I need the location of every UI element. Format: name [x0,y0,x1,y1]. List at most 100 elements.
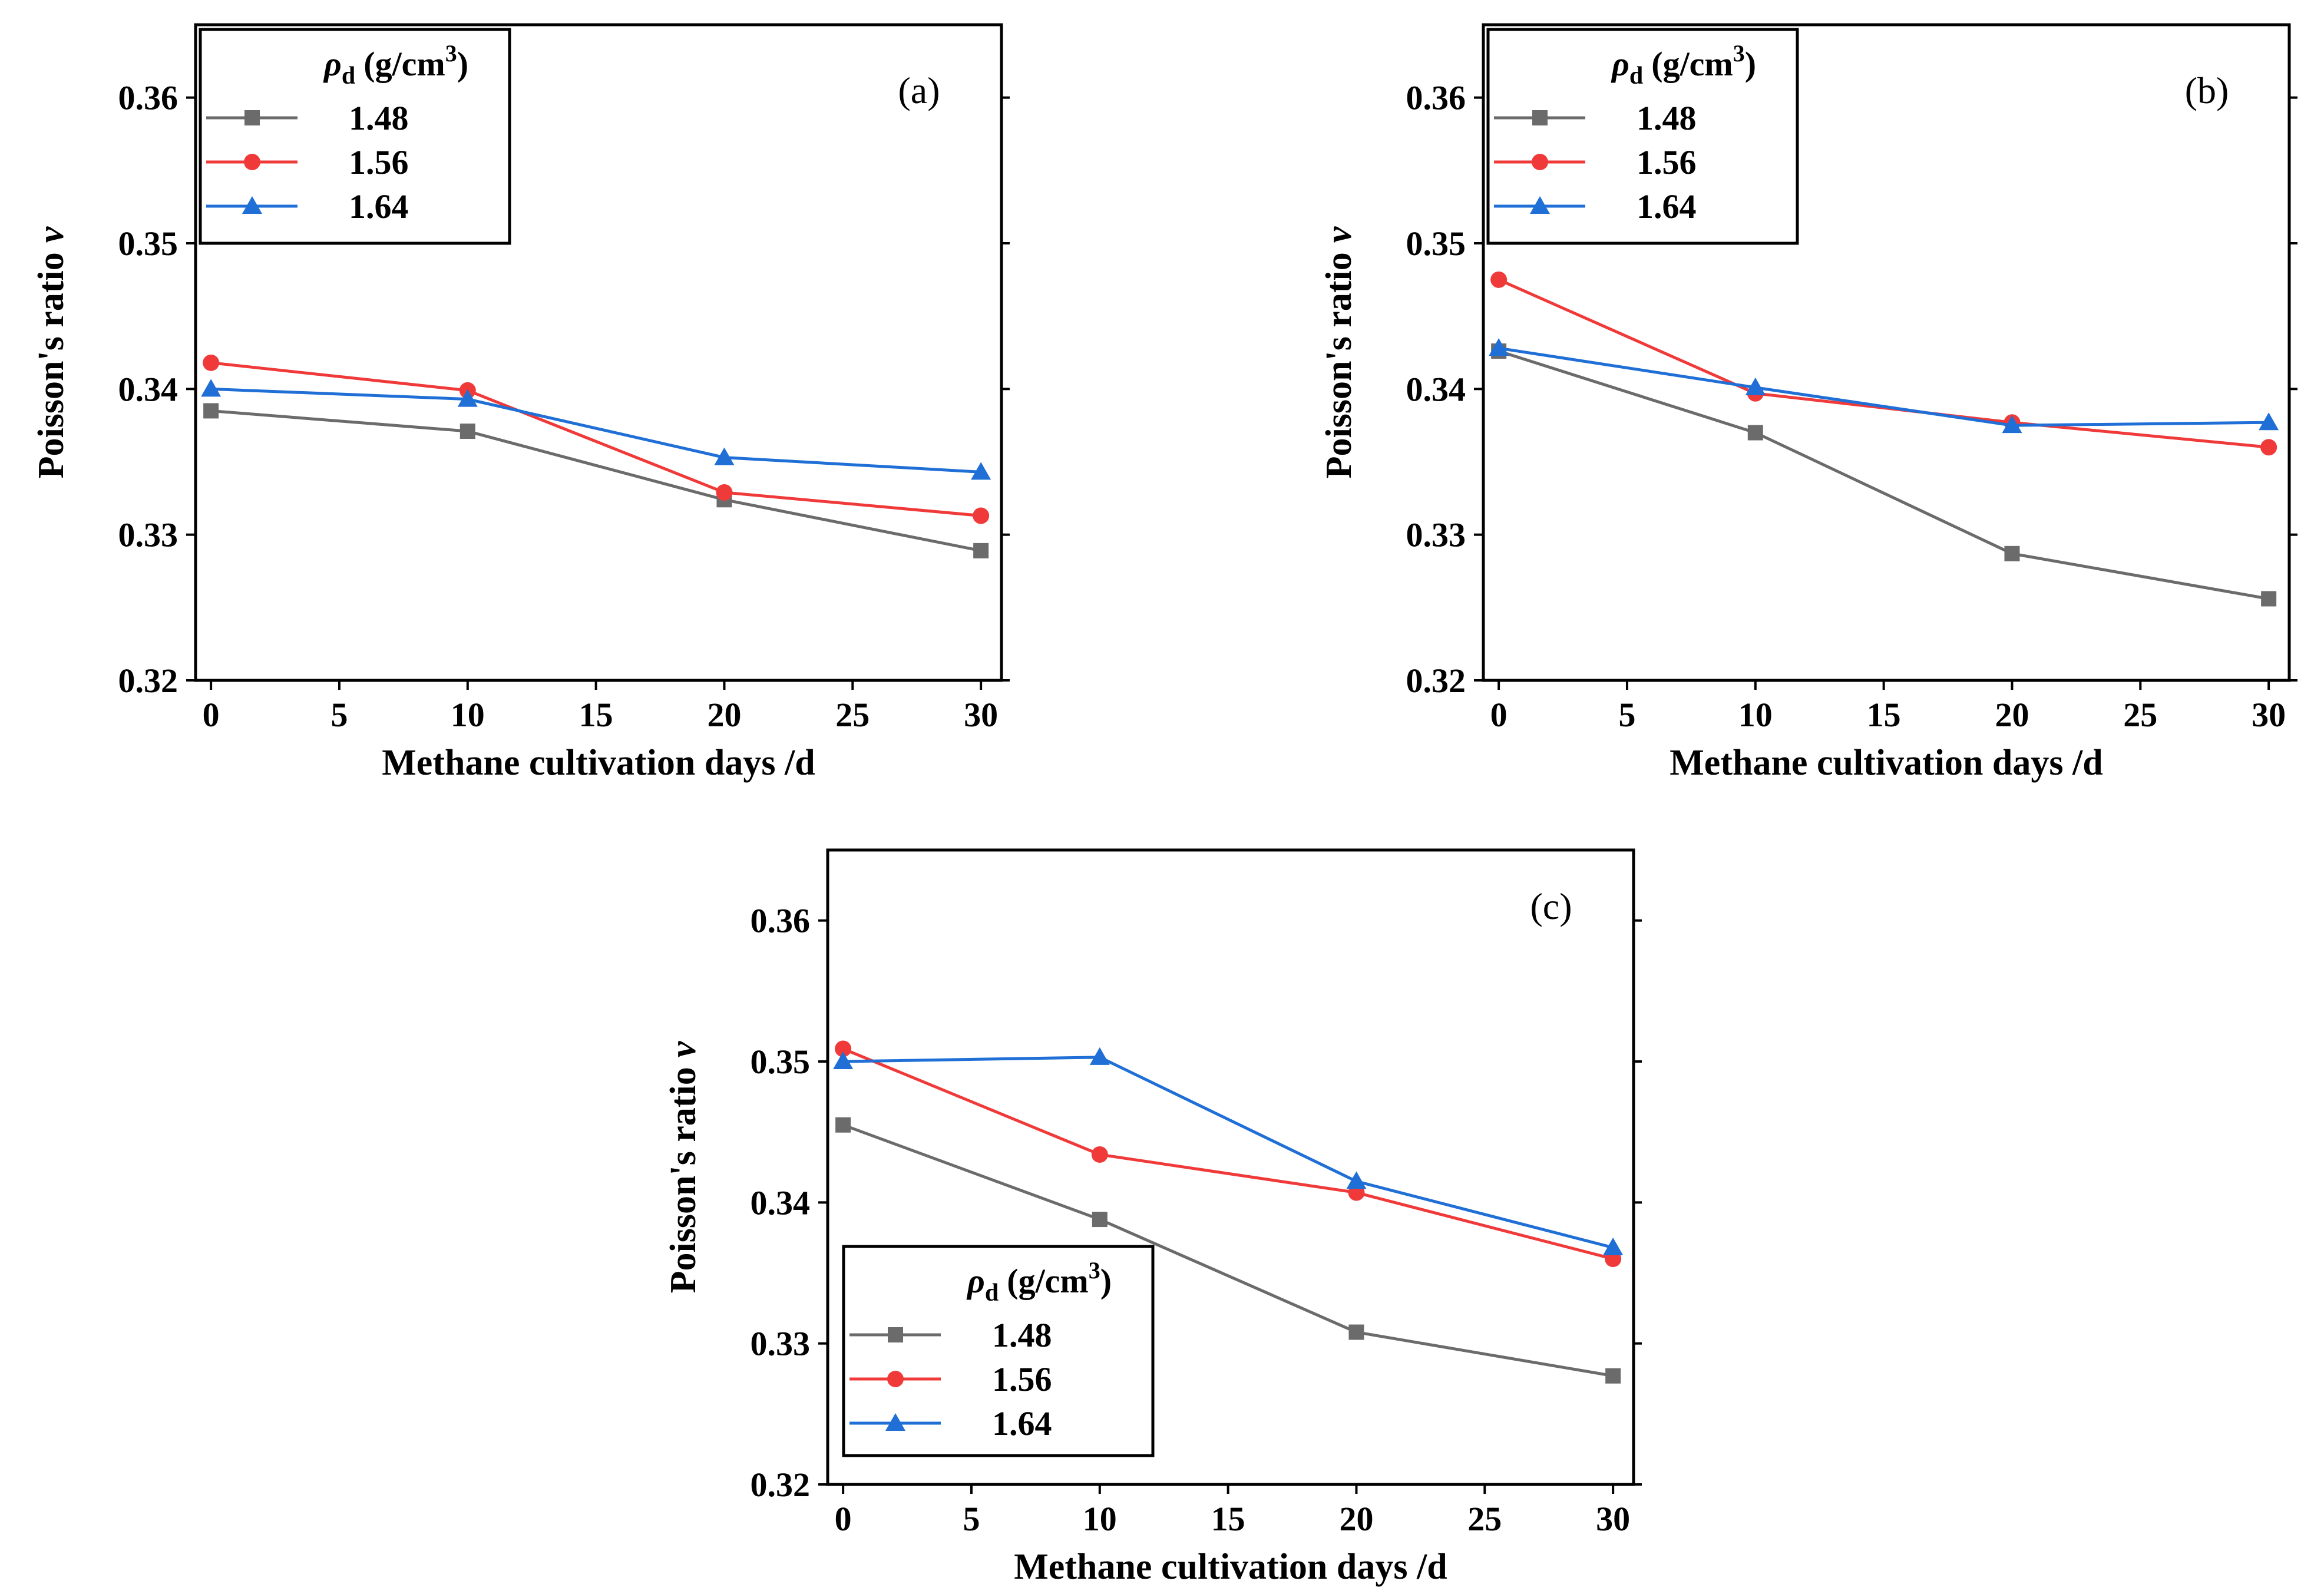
data-point [2260,439,2277,456]
y-axis-title-text: Poisson's ratio [1319,252,1359,478]
plot-frame [826,848,1635,1486]
y-tick-label: 0.33 [118,516,178,554]
legend: ρd (g/cm3) 1.48 1.56 1.64 [199,28,511,245]
legend-title-subscript: d [985,1279,999,1307]
x-tick-label: 10 [1083,1500,1117,1538]
x-tick-label: 15 [1211,1500,1245,1538]
legend-label: 1.64 [992,1404,1052,1443]
legend-title-subscript: d [1629,62,1643,90]
y-axis-symbol: v [31,226,71,243]
x-tick-label: 5 [1618,696,1635,734]
x-tick-label: 10 [451,696,485,734]
data-point [1092,1212,1108,1228]
data-point [201,379,222,397]
y-tick-label: 0.35 [118,224,178,263]
y-axis-title-text: Poisson's ratio [663,1067,703,1293]
y-tick-label: 0.35 [1406,224,1466,263]
x-tick-label: 15 [579,696,613,734]
x-tick-label: 10 [1738,696,1773,734]
series-line [842,1123,1614,1378]
chart-panel-a: 0 5 10 15 20 25 30 0.32 0.33 0.34 0.35 0.36 Methane … [31,23,1010,783]
data-point [1603,1237,1624,1255]
legend-label: 1.56 [1637,143,1697,181]
legend-marker [887,1371,904,1387]
legend-item: 1.64 [1494,187,1697,226]
data-point [203,354,220,371]
data-point [1605,1368,1621,1384]
y-tick-label: 0.36 [1406,79,1466,117]
series-1-48 [1491,343,2277,607]
series-1-64 [201,379,991,480]
data-point [2002,415,2022,434]
legend-marker [1532,110,1548,125]
legend-item: 1.56 [1494,143,1697,181]
series-1-64 [1489,338,2279,434]
x-axis-title: Methane cultivation days /d [1014,1547,1447,1587]
legend-title-symbol: ρ [966,1262,985,1300]
data-point [1089,1047,1110,1065]
data-point [971,462,991,480]
series-line [1498,349,2269,600]
series-line [1498,278,2269,449]
legend-marker [888,1327,903,1342]
data-point [2261,591,2277,607]
data-point [833,1051,854,1069]
series-line [211,387,981,474]
y-tick-label: 0.34 [118,370,178,408]
x-tick-label: 25 [835,696,870,734]
data-point [203,403,219,419]
legend-label: 1.48 [1637,99,1697,137]
data-point [2004,545,2020,561]
data-point [457,389,478,407]
legend-item: 1.64 [849,1404,1052,1443]
plot-frame [1482,23,2291,682]
y-tick-label: 0.36 [751,902,811,940]
y-tick-label: 0.35 [751,1043,811,1081]
legend-title-superscript: 3 [1733,40,1745,67]
legend-label: 1.64 [1637,187,1697,226]
data-point [714,447,735,465]
legend-title-unit: (g/cm [1007,1262,1089,1300]
x-tick-label: 20 [707,696,741,734]
data-point [1091,1146,1108,1163]
chart-panel-b: 0 5 10 15 20 25 30 0.32 0.33 0.34 0.35 0.36 Methane … [1319,23,2297,783]
x-tick-label: 30 [2252,696,2286,734]
legend-marker [885,1413,905,1431]
legend-item: 1.48 [206,99,409,137]
y-tick-label: 0.33 [751,1325,811,1363]
legend-item: 1.56 [206,143,409,181]
legend-title-close: ) [1100,1262,1112,1300]
legend-title-unit: (g/cm [363,45,445,83]
legend: ρd (g/cm3) 1.48 1.56 1.64 [1486,28,1799,245]
x-tick-label: 0 [835,1500,852,1538]
y-axis-symbol: v [1319,226,1359,243]
y-tick-label: 0.33 [1406,516,1466,554]
y-tick-label: 0.32 [118,662,178,700]
legend-label: 1.48 [992,1316,1052,1354]
series-line [210,361,981,518]
x-tick-label: 25 [1467,1500,1502,1538]
series-line [842,1047,1614,1261]
x-axis-title: Methane cultivation days /d [382,743,815,783]
series-1-64 [833,1047,1624,1255]
legend-title: ρd (g/cm3) [1611,40,1756,90]
legend-label: 1.56 [349,143,409,181]
x-axis-title: Methane cultivation days /d [1670,743,2102,783]
y-tick-label: 0.34 [1406,370,1466,408]
data-point [835,1117,851,1133]
data-point [1346,1171,1367,1189]
x-tick-label: 30 [1596,1500,1630,1538]
series-1-56 [203,354,990,524]
legend: ρd (g/cm3) 1.48 1.56 1.64 [842,1245,1155,1457]
plot-frame [194,23,1003,682]
y-axis-title: Poisson's ratio v [1319,226,1359,478]
data-point [459,424,475,439]
series-1-48 [835,1117,1621,1384]
legend-marker [1530,196,1550,214]
x-tick-label: 20 [1995,696,2029,734]
data-point [2259,412,2279,431]
data-point [716,484,733,501]
legend-item: 1.48 [1494,99,1697,137]
panel-label: (b) [2185,70,2229,111]
